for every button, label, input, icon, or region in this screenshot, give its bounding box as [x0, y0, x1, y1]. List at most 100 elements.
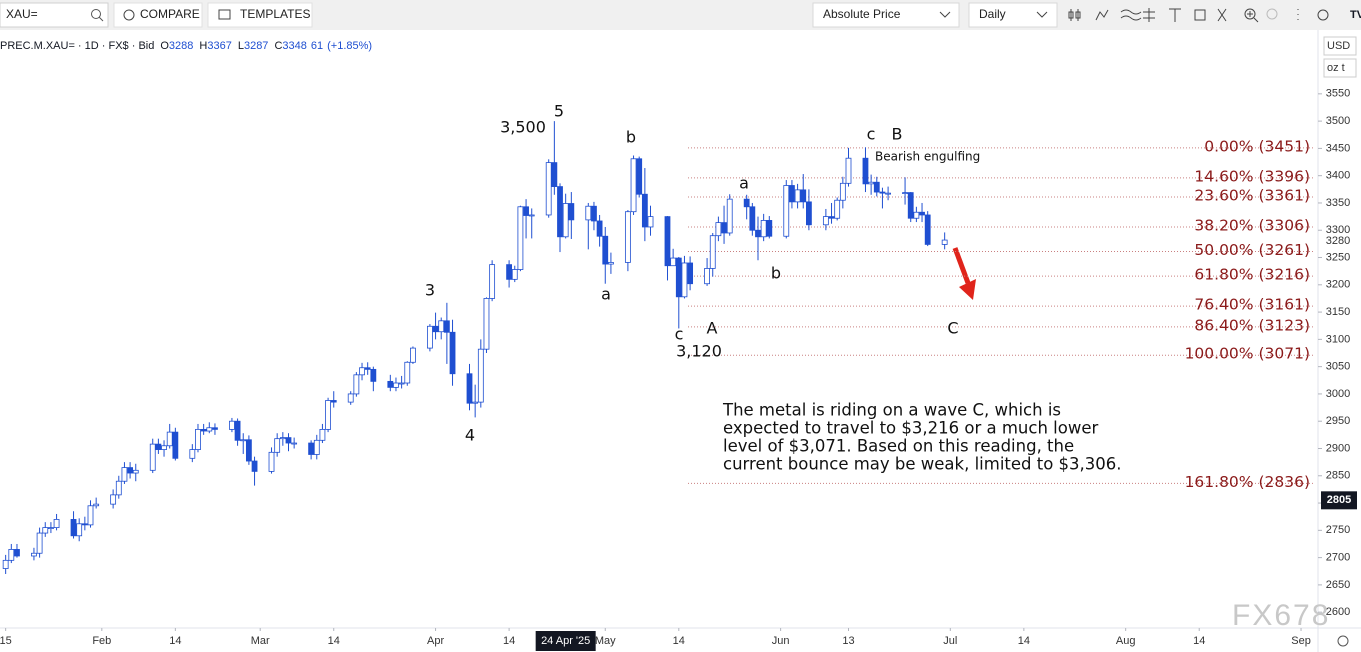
currency-label[interactable]: USD [1327, 40, 1350, 52]
dropdown-caret [939, 11, 951, 18]
candle-body [8, 549, 15, 561]
interval-label[interactable]: Daily [979, 7, 1006, 21]
x-tick-label: 15 [0, 635, 12, 647]
legend-value: 3288 [169, 40, 193, 52]
y-tick-label: 3500 [1326, 115, 1350, 127]
candle-body [313, 439, 320, 455]
candle-body [783, 185, 790, 237]
wave-label: c [675, 325, 684, 344]
candle-body [687, 262, 694, 285]
candle-body [319, 428, 326, 441]
candle-body [330, 400, 337, 403]
toolbar [0, 0, 1361, 30]
symbol-box[interactable] [0, 2, 109, 28]
note-line: The metal is riding on a wave C, which i… [722, 401, 1061, 420]
wave-label: 3 [425, 281, 435, 300]
wave-label: b [771, 264, 781, 283]
price-mode-label[interactable]: Absolute Price [823, 7, 901, 21]
unit-box[interactable] [1323, 58, 1357, 78]
candle-body [907, 192, 914, 219]
candle-body [42, 527, 49, 534]
wave-label: A [707, 319, 718, 338]
candle-body [251, 460, 258, 472]
wave-label: 3,120 [676, 342, 722, 361]
candle-body [941, 239, 948, 245]
y-tick-label: 3300 [1326, 224, 1350, 236]
candle-body [404, 361, 411, 384]
candle-body [200, 428, 207, 432]
legend-key: O [160, 40, 169, 52]
compare-label[interactable]: COMPARE [140, 7, 200, 21]
candle-body [868, 181, 875, 185]
x-tick-label: 14 [1018, 635, 1030, 647]
x-tick-label: 14 [328, 635, 340, 647]
candle-body [87, 505, 94, 526]
fib-label: 23.60% (3361) [1194, 186, 1310, 204]
candle-body [127, 467, 134, 474]
note-line: current bounce may be weak, limited to $… [723, 455, 1122, 474]
legend-change: 61 [311, 40, 323, 52]
tool-icons[interactable] [1068, 8, 1329, 23]
watermark: FX678 [1232, 599, 1330, 632]
candle-body [449, 331, 456, 375]
y-tick-label: 3000 [1326, 388, 1350, 400]
candle-body [523, 206, 529, 216]
legend-key: C [274, 40, 282, 52]
interval-select[interactable] [968, 2, 1058, 28]
candle-body [443, 320, 450, 333]
fib-label: 0.00% (3451) [1204, 137, 1310, 155]
legend-symbol: PREC.M.XAU= · 1D · FX$ · Bid [0, 40, 154, 52]
candle-body [636, 158, 643, 195]
templates-button[interactable] [207, 2, 313, 28]
y-tick-label: 2650 [1326, 579, 1350, 591]
price-mode-select[interactable] [812, 2, 960, 28]
wave-label: a [739, 174, 749, 193]
candle-body [234, 420, 241, 441]
candle-body [212, 427, 218, 430]
candle-body [489, 264, 496, 299]
candle-body [172, 431, 179, 459]
y-tick-label: 2600 [1326, 606, 1350, 618]
compare-button[interactable] [113, 2, 203, 28]
candle-body [913, 211, 920, 219]
wave-label: Bearish engulfing [875, 150, 980, 164]
x-tick-label: 14 [673, 635, 685, 647]
candle-body [557, 186, 563, 238]
templates-label[interactable]: TEMPLATES [240, 7, 310, 21]
price-tag-box [1321, 491, 1357, 510]
candle-body [229, 420, 235, 430]
candle-body [862, 157, 869, 185]
unit-label[interactable]: oz t [1327, 62, 1345, 74]
candle-body [822, 216, 829, 226]
legend: PREC.M.XAU= · 1D · FX$ · Bid O3288 H3367 L3… [0, 40, 372, 52]
candle-body [347, 393, 354, 403]
wave-label: 4 [465, 426, 475, 445]
candle-body [760, 220, 767, 238]
candle-body [132, 469, 139, 474]
symbol-input[interactable]: XAU= [6, 7, 38, 21]
fib-label: 76.40% (3161) [1194, 296, 1310, 314]
x-tick-label: Mar [251, 635, 270, 647]
candle-body [161, 445, 167, 450]
y-tick-label: 3050 [1326, 361, 1350, 373]
candle-body [545, 162, 552, 216]
x-tick-label: 13 [842, 635, 854, 647]
currency-box[interactable] [1323, 36, 1357, 56]
candle-body [624, 211, 631, 263]
candle-body [528, 214, 535, 217]
wave-label: c [867, 125, 876, 144]
wave-label: a [601, 285, 611, 304]
candle-body [766, 220, 773, 237]
candle-body [506, 264, 512, 280]
arrow-head [959, 279, 976, 300]
candle-body [902, 192, 908, 194]
candle-body [675, 257, 682, 298]
candle-body [828, 216, 835, 219]
candle-body [274, 438, 281, 453]
settings-icon[interactable] [1337, 635, 1349, 647]
candle-body [115, 480, 122, 496]
candle-body [81, 523, 88, 526]
candle-body [398, 382, 405, 385]
legend-key: L [238, 40, 244, 52]
candle-body [924, 214, 931, 245]
